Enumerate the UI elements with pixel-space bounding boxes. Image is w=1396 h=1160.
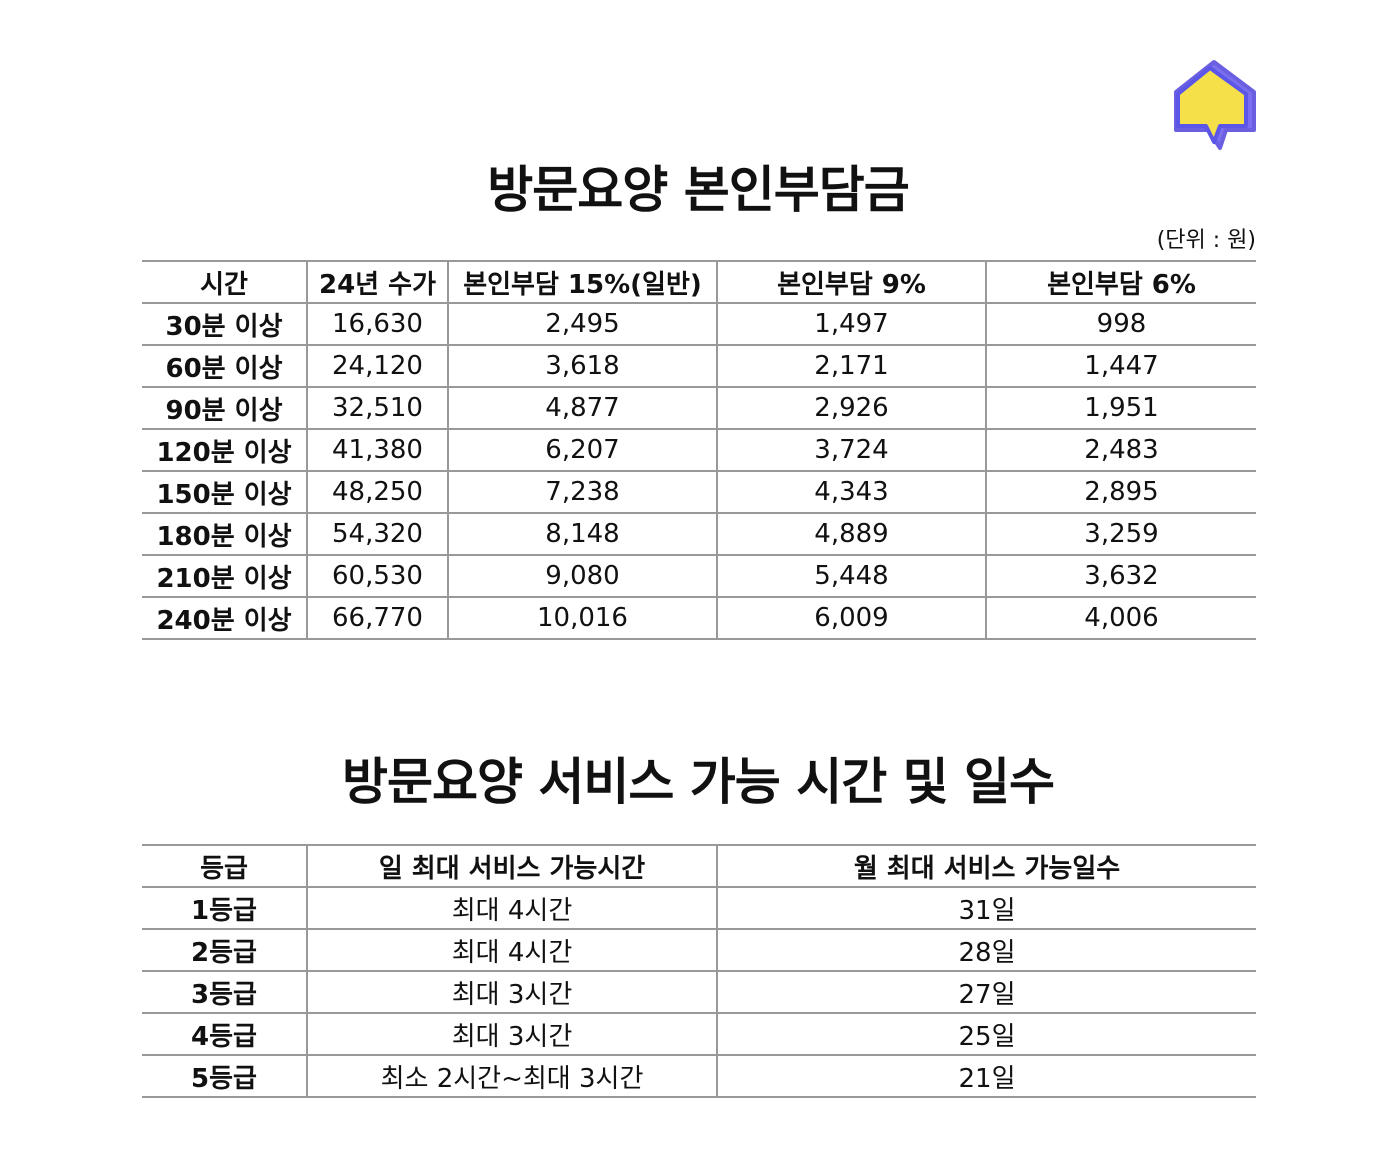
table-row: 60분 이상 24,120 3,618 2,171 1,447: [142, 344, 1256, 388]
cell: 240분 이상: [142, 596, 307, 640]
cell: 2,926: [716, 386, 986, 430]
cell: 16,630: [306, 302, 448, 346]
cell: 10,016: [447, 596, 717, 640]
section-title: 방문요양 서비스 가능 시간 및 일수: [341, 753, 1055, 811]
table-row: 5등급 최소 2시간~최대 3시간 21일: [142, 1054, 1256, 1098]
cell: 5,448: [716, 554, 986, 598]
cell: 1,497: [716, 302, 986, 346]
cell: 6,009: [716, 596, 986, 640]
cell: 27일: [716, 970, 1256, 1014]
table-row: 1등급 최대 4시간 31일: [142, 886, 1256, 930]
cell: 25일: [716, 1012, 1256, 1056]
cell: 최대 4시간: [306, 886, 717, 930]
header-cell: 일 최대 서비스 가능시간: [306, 844, 717, 888]
cell: 4등급: [142, 1012, 307, 1056]
table-row: 150분 이상 48,250 7,238 4,343 2,895: [142, 470, 1256, 514]
cell: 8,148: [447, 512, 717, 556]
table-row: 240분 이상 66,770 10,016 6,009 4,006: [142, 596, 1256, 640]
cell: 24,120: [306, 344, 448, 388]
header-cell: 24년 수가: [306, 260, 448, 304]
cell: 32,510: [306, 386, 448, 430]
logo: [1174, 60, 1256, 150]
cell: 48,250: [306, 470, 448, 514]
cell: 3,259: [985, 512, 1256, 556]
cell: 21일: [716, 1054, 1256, 1098]
cell: 54,320: [306, 512, 448, 556]
header-cell: 본인부담 15%(일반): [447, 260, 717, 304]
cell: 28일: [716, 928, 1256, 972]
header-cell: 월 최대 서비스 가능일수: [716, 844, 1256, 888]
cell: 최대 3시간: [306, 1012, 717, 1056]
table-row: 120분 이상 41,380 6,207 3,724 2,483: [142, 428, 1256, 472]
cell: 41,380: [306, 428, 448, 472]
header-row: 등급 일 최대 서비스 가능시간 월 최대 서비스 가능일수: [142, 844, 1256, 888]
cell: 66,770: [306, 596, 448, 640]
cell: 9,080: [447, 554, 717, 598]
cell: 180분 이상: [142, 512, 307, 556]
table-row: 210분 이상 60,530 9,080 5,448 3,632: [142, 554, 1256, 598]
cell: 90분 이상: [142, 386, 307, 430]
cell: 4,877: [447, 386, 717, 430]
table-row: 4등급 최대 3시간 25일: [142, 1012, 1256, 1056]
cell: 1등급: [142, 886, 307, 930]
cell: 998: [985, 302, 1256, 346]
header-cell: 등급: [142, 844, 307, 888]
cell: 31일: [716, 886, 1256, 930]
cell: 60,530: [306, 554, 448, 598]
table-row: 3등급 최대 3시간 27일: [142, 970, 1256, 1014]
header-row: 시간 24년 수가 본인부담 15%(일반) 본인부담 9% 본인부담 6%: [142, 260, 1256, 304]
cell: 210분 이상: [142, 554, 307, 598]
cell: 150분 이상: [142, 470, 307, 514]
table-row: 90분 이상 32,510 4,877 2,926 1,951: [142, 386, 1256, 430]
cell: 3,618: [447, 344, 717, 388]
cell: 2,483: [985, 428, 1256, 472]
header-cell: 본인부담 6%: [985, 260, 1256, 304]
cell: 1,447: [985, 344, 1256, 388]
table-row: 180분 이상 54,320 8,148 4,889 3,259: [142, 512, 1256, 556]
cell: 1,951: [985, 386, 1256, 430]
cell: 120분 이상: [142, 428, 307, 472]
unit-note: (단위 : 원): [1156, 228, 1256, 253]
cell: 60분 이상: [142, 344, 307, 388]
cell: 3등급: [142, 970, 307, 1014]
section-title: 방문요양 본인부담금: [487, 161, 909, 219]
cell: 4,889: [716, 512, 986, 556]
cell: 30분 이상: [142, 302, 307, 346]
table-row: 2등급 최대 4시간 28일: [142, 928, 1256, 972]
cell: 6,207: [447, 428, 717, 472]
header-cell: 시간: [142, 260, 307, 304]
service-table: 등급 일 최대 서비스 가능시간 월 최대 서비스 가능일수 1등급 최대 4시간 31일…: [142, 844, 1256, 1098]
cell: 2,895: [985, 470, 1256, 514]
cell: 7,238: [447, 470, 717, 514]
table-row: 30분 이상 16,630 2,495 1,497 998: [142, 302, 1256, 346]
cell: 최대 3시간: [306, 970, 717, 1014]
cell: 3,724: [716, 428, 986, 472]
cell: 2등급: [142, 928, 307, 972]
cell: 4,343: [716, 470, 986, 514]
cell: 4,006: [985, 596, 1256, 640]
fee-table: 시간 24년 수가 본인부담 15%(일반) 본인부담 9% 본인부담 6% 30분 이상…: [142, 260, 1256, 640]
cell: 2,495: [447, 302, 717, 346]
cell: 3,632: [985, 554, 1256, 598]
header-cell: 본인부담 9%: [716, 260, 986, 304]
cell: 2,171: [716, 344, 986, 388]
cell: 5등급: [142, 1054, 307, 1098]
cell: 최대 4시간: [306, 928, 717, 972]
cell: 최소 2시간~최대 3시간: [306, 1054, 717, 1098]
